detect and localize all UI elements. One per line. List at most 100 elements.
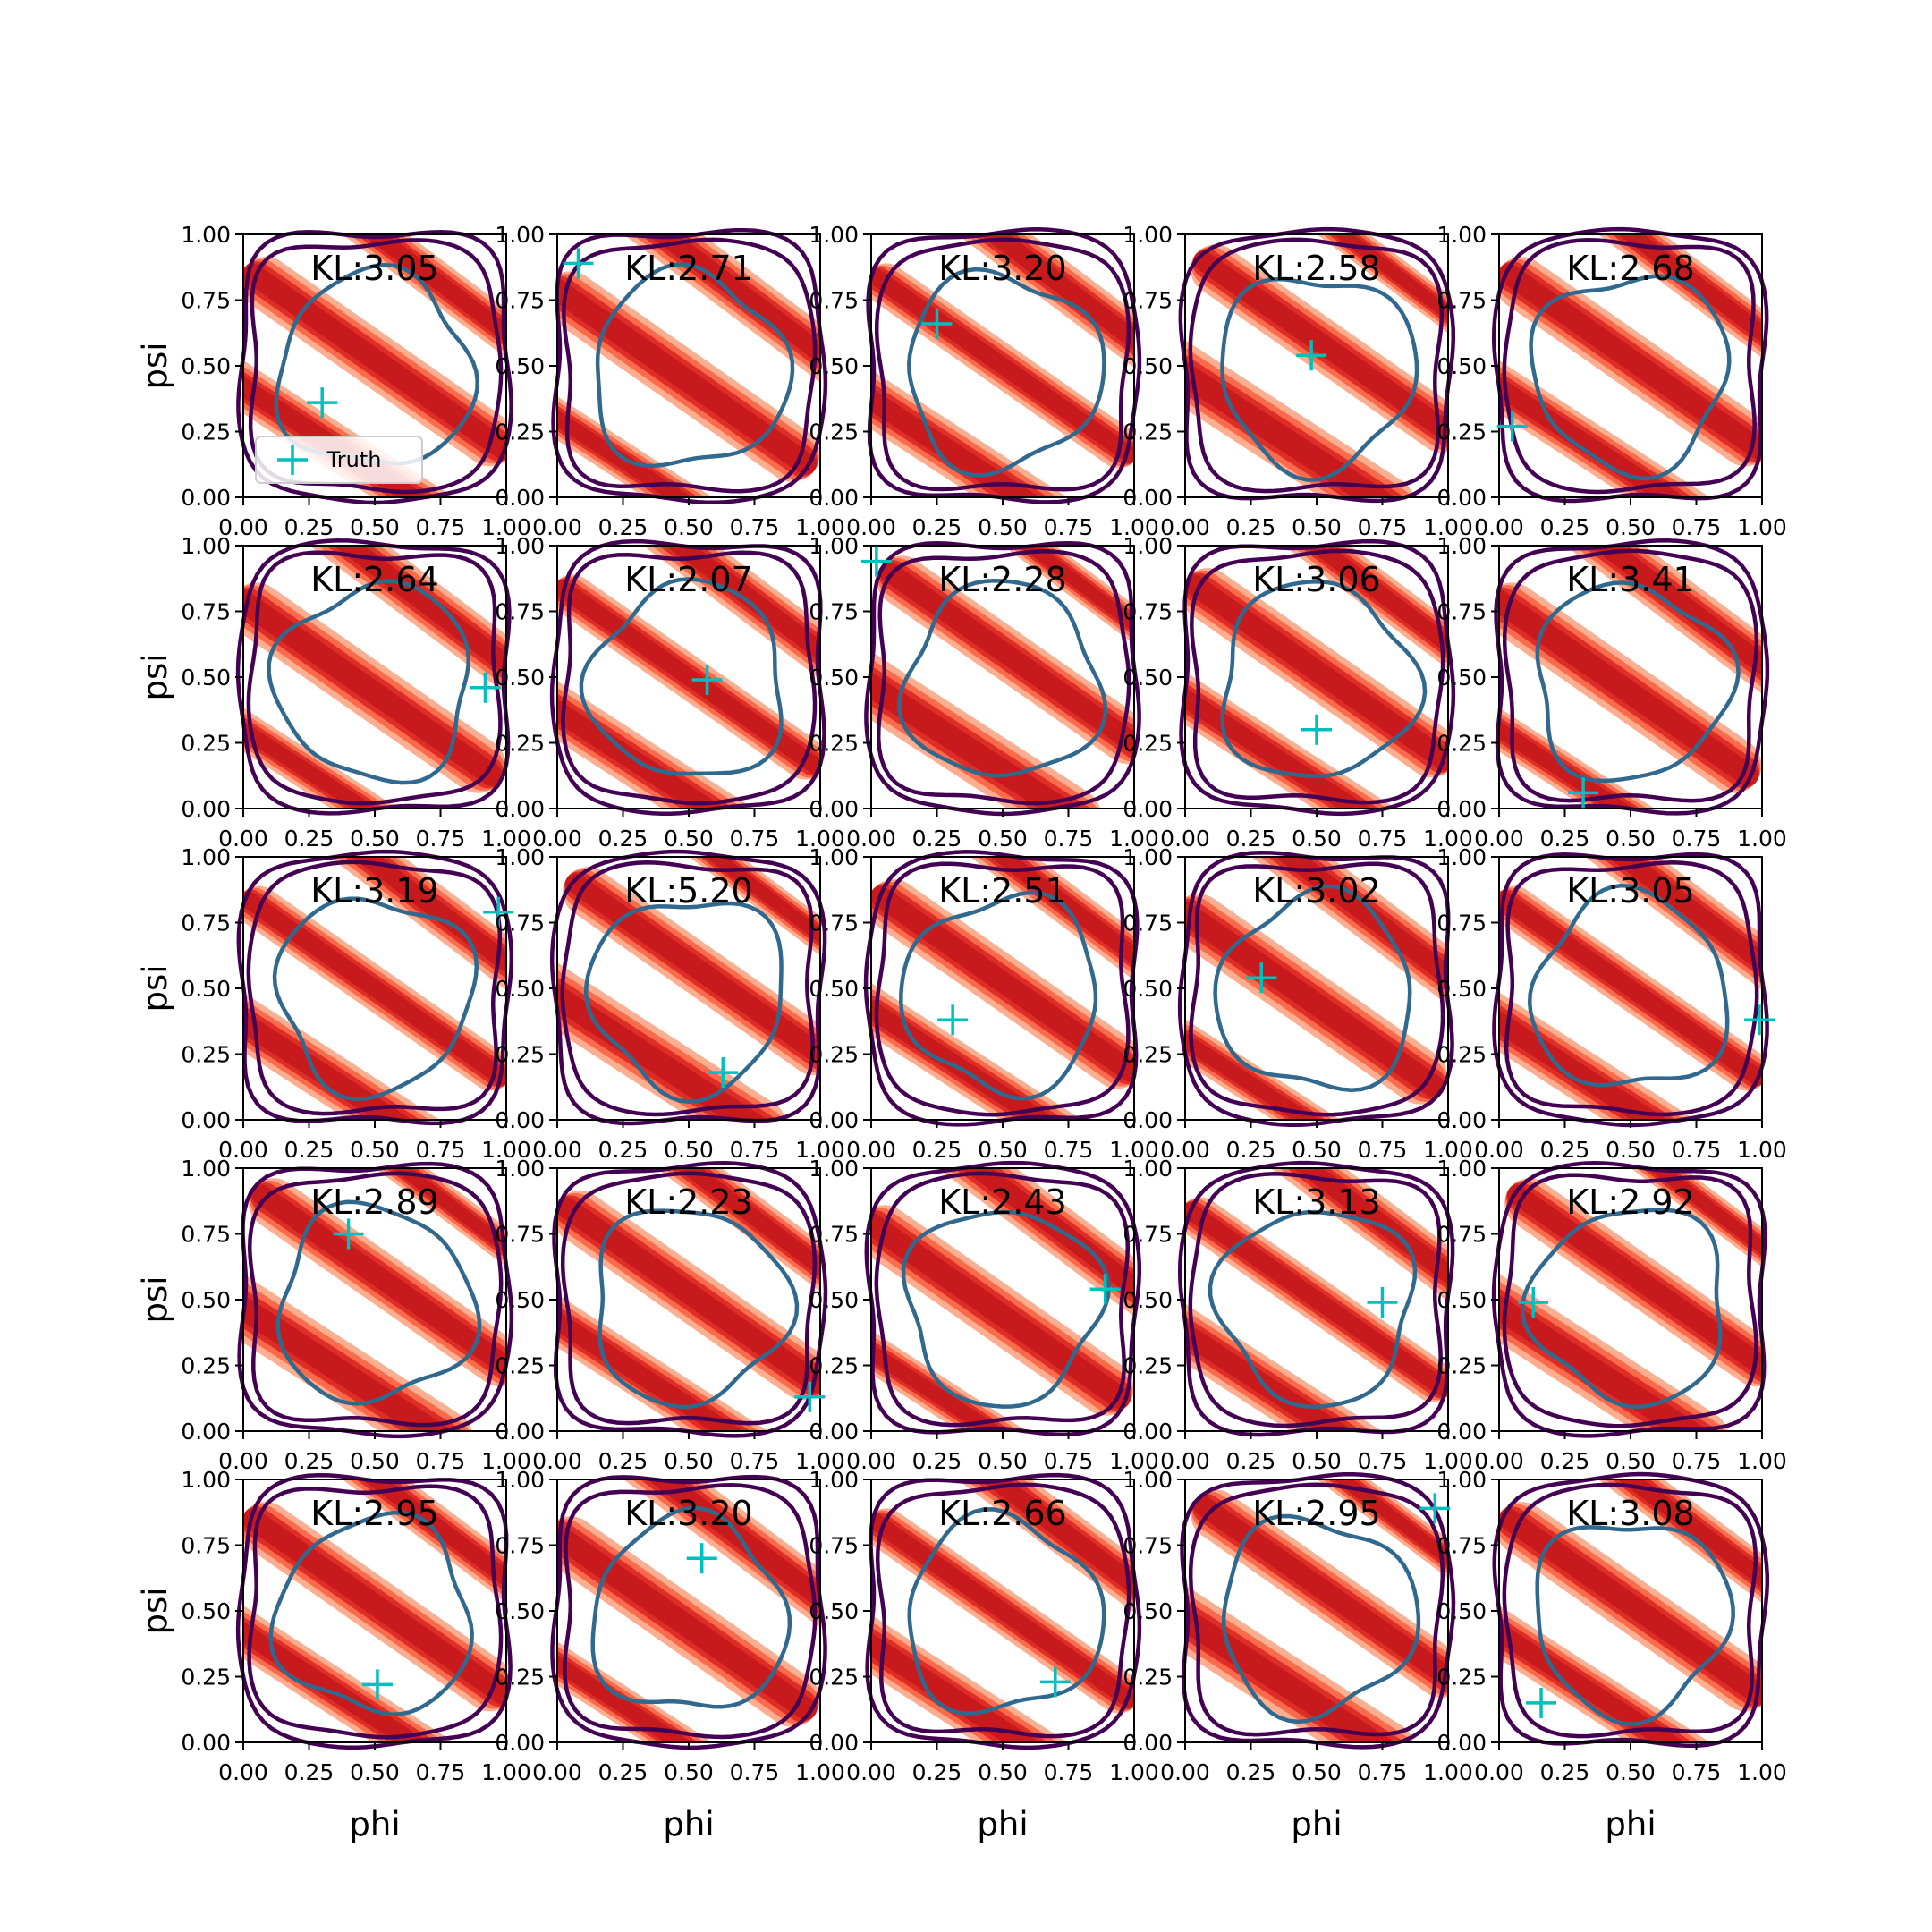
panel: 0.00 0.00 0.25 0.25 0.50 0.50 0.75 0.75 1.00 1.00…: [1436, 222, 1787, 540]
x-tick-label: 0.75: [1358, 826, 1408, 852]
x-tick-label: 0.50: [350, 826, 400, 852]
x-tick-label: 1.00: [481, 1759, 531, 1785]
kl-label: KL:2.58: [1252, 249, 1381, 288]
inner-contour: [267, 579, 470, 785]
y-tick-label: 0.50: [181, 1598, 231, 1624]
density-level: [1258, 234, 1448, 370]
density-bands: [557, 234, 820, 497]
kl-label: KL:2.68: [1566, 249, 1695, 288]
density-level: [1185, 1202, 1448, 1397]
y-tick-label: 1.00: [181, 844, 231, 870]
y-tick-label: 0.25: [809, 1353, 859, 1379]
density-band: [243, 886, 506, 1091]
density-level: [316, 1168, 506, 1304]
density-band: [877, 555, 1134, 765]
density-band: [1499, 582, 1762, 793]
y-tick-label: 0.00: [181, 1107, 231, 1133]
y-tick-label: 0.50: [809, 1598, 859, 1624]
outer-contour: [865, 1472, 1142, 1750]
y-tick-label: 0.00: [1436, 1730, 1487, 1756]
y-tick-label: 0.00: [809, 1107, 859, 1133]
truth-marker: [1367, 1286, 1398, 1318]
panel: 0.00 0.00 0.25 0.25 0.50 0.50 0.75 0.75 1.00 1.00…: [1123, 844, 1473, 1163]
x-tick-label: 0.25: [1226, 514, 1276, 540]
density-level: [871, 1212, 1131, 1409]
kl-label: KL:3.05: [310, 249, 439, 288]
x-tick-label: 0.50: [664, 1448, 714, 1474]
y-tick-label: 0.25: [495, 1665, 545, 1690]
y-tick-label: 0.25: [1436, 419, 1487, 445]
y-tick-label: 0.25: [181, 731, 231, 757]
density-level: [879, 562, 1134, 758]
kl-label: KL:2.23: [624, 1182, 753, 1222]
outer-contour: [1188, 237, 1445, 494]
truth-marker: [333, 1218, 364, 1250]
x-tick-label: 0.75: [1672, 1137, 1722, 1163]
density-band: [557, 1516, 820, 1727]
y-tick-label: 1.00: [495, 844, 545, 870]
inner-contour: [268, 1510, 474, 1717]
x-tick-label: 1.00: [1423, 826, 1473, 852]
y-tick-label: 0.75: [809, 1222, 859, 1248]
kl-label: KL:2.89: [310, 1182, 439, 1222]
x-tick-label: 0.25: [284, 1759, 335, 1785]
x-tick-label: 0.00: [846, 514, 896, 540]
inner-contour: [1535, 580, 1741, 784]
x-tick-label: 0.25: [284, 514, 335, 540]
truth-marker: [361, 1669, 393, 1700]
inner-contour: [1221, 1513, 1421, 1724]
panel: 0.00 0.00 0.25 0.25 0.50 0.50 0.75 0.75 1.00 1.00…: [809, 533, 1159, 852]
density-band: [1559, 234, 1762, 388]
x-tick-label: 0.25: [598, 514, 648, 540]
y-tick-label: 1.00: [1436, 533, 1487, 559]
density-band: [1185, 1197, 1448, 1402]
density-level: [620, 1168, 820, 1318]
density-level: [871, 1601, 1087, 1742]
kl-label: KL:3.20: [624, 1494, 753, 1533]
truth-marker: [708, 1057, 739, 1089]
density-band: [1499, 1587, 1723, 1742]
y-tick-label: 0.00: [1123, 1107, 1173, 1133]
y-tick-label: 0.00: [1123, 1419, 1173, 1445]
y-tick-label: 0.75: [495, 1533, 545, 1559]
truth-marker: [1419, 1493, 1451, 1524]
inner-contour: [907, 1507, 1106, 1716]
y-tick-label: 0.50: [495, 1598, 545, 1624]
x-tick-label: 0.50: [978, 1759, 1028, 1785]
truth-marker: [860, 546, 892, 577]
density-level: [944, 546, 1134, 682]
x-tick-label: 0.75: [730, 826, 780, 852]
y-tick-label: 0.00: [809, 1419, 859, 1445]
y-tick-label: 1.00: [495, 533, 545, 559]
y-tick-label: 0.75: [1123, 1533, 1173, 1559]
y-tick-label: 0.50: [809, 665, 859, 691]
x-tick-label: 0.25: [1540, 1759, 1590, 1785]
density-band: [249, 1178, 506, 1387]
y-tick-label: 0.50: [1436, 665, 1487, 691]
panel: 0.00 0.00 0.25 0.25 0.50 0.50 0.75 0.75 1.00 1.00…: [809, 1156, 1159, 1474]
x-tick-label: 0.75: [1044, 1137, 1094, 1163]
outer-contour: [560, 1171, 818, 1426]
truth-marker: [1568, 777, 1599, 809]
y-tick-label: 1.00: [809, 844, 859, 870]
density-band: [942, 546, 1134, 685]
y-tick-label: 0.50: [809, 976, 859, 1002]
x-tick-label: 1.00: [1737, 1759, 1787, 1785]
density-bands: [243, 1168, 506, 1431]
density-band: [1499, 1502, 1762, 1712]
y-tick-label: 0.25: [495, 1042, 545, 1068]
density-band: [557, 1610, 766, 1742]
y-tick-label: 0.75: [495, 911, 545, 936]
x-tick-label: 0.25: [912, 1448, 962, 1474]
x-tick-label: 0.00: [1160, 826, 1210, 852]
density-level: [1499, 1271, 1726, 1431]
x-tick-label: 0.75: [1358, 1448, 1408, 1474]
panel: 0.00 0.00 0.25 0.25 0.50 0.50 0.75 0.75 1.00 1.00…: [1123, 222, 1473, 540]
inner-contour: [595, 262, 795, 469]
truth-marker: [563, 248, 594, 279]
y-tick-label: 1.00: [809, 1467, 859, 1493]
outer-contour: [1502, 1173, 1758, 1428]
y-tick-label: 1.00: [1436, 1467, 1487, 1493]
y-tick-label: 0.50: [181, 1287, 231, 1313]
panel: 0.00 0.00 0.25 0.25 0.50 0.50 0.75 0.75 1.00 1.00…: [136, 1156, 531, 1474]
